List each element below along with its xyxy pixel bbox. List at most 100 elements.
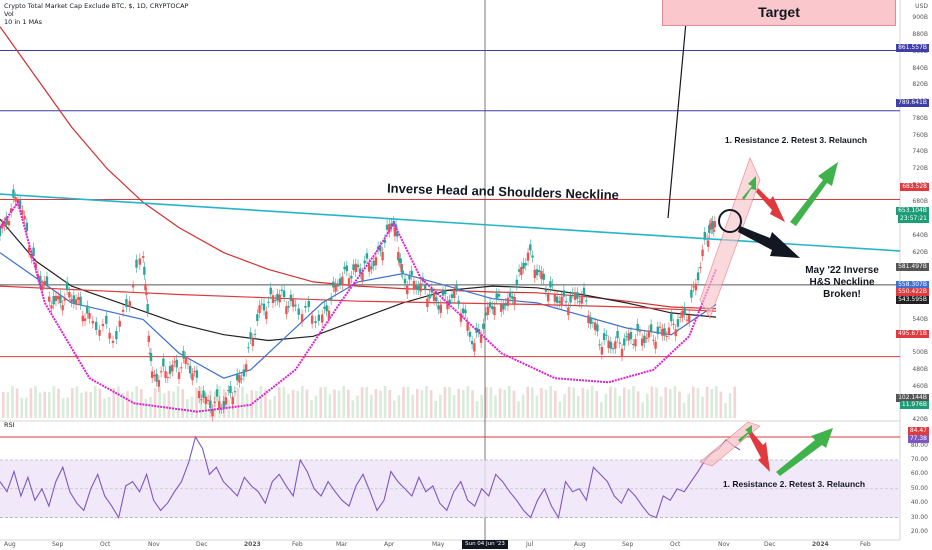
candle-body (233, 391, 237, 393)
volume-bar (719, 391, 723, 418)
candle-body (77, 297, 80, 300)
volume-bar (567, 386, 571, 418)
candle-body (623, 338, 626, 346)
candle-body (520, 266, 523, 276)
candle-body (256, 314, 259, 322)
candle-body (448, 299, 451, 305)
target-connector (667, 21, 687, 219)
volume-bar (664, 387, 667, 418)
candle-body (150, 371, 154, 378)
candle-body (175, 359, 178, 368)
price-axis-tick: 900B (912, 14, 928, 22)
volume-bar (595, 391, 598, 418)
candle-body (423, 285, 427, 290)
candle-body (258, 305, 261, 313)
candle-body (713, 221, 717, 228)
candle-body (68, 292, 71, 298)
resistance-label-rsi: 1. Resistance 2. Retest 3. Relaunch (722, 479, 866, 489)
volume-bar (393, 400, 396, 418)
candle-body (143, 266, 146, 275)
time-axis-tick: May (432, 541, 445, 548)
candle-body (347, 278, 351, 287)
volume-bar (692, 386, 695, 418)
candle-body (414, 285, 418, 290)
candle-body (620, 348, 624, 357)
candle-body (32, 247, 35, 256)
candle-body (513, 296, 516, 306)
candle-body (667, 327, 671, 335)
candle-body (168, 366, 172, 374)
candle-body (636, 323, 639, 332)
candle-body (506, 297, 510, 306)
candle-body (215, 389, 219, 397)
candle-body (461, 308, 465, 314)
candle-body (222, 401, 225, 409)
volume-bar (733, 386, 736, 418)
candle-body (600, 346, 604, 355)
time-axis-tick: Mar (336, 541, 348, 548)
candle-body (522, 262, 525, 269)
candle-body (712, 229, 715, 232)
price-tag: 495.671B (896, 330, 929, 338)
rsi-axis-tick: 70.00 (910, 456, 928, 463)
candle-body (417, 285, 420, 291)
candle-body (224, 397, 228, 405)
rsi-tag: 84.47 (907, 427, 929, 435)
candle-body (587, 315, 590, 323)
candle-body (291, 298, 295, 307)
volume-bar (420, 390, 424, 418)
volume-bar (278, 387, 281, 418)
candle-body (144, 284, 147, 291)
candle-body (343, 266, 346, 270)
candle-body (383, 239, 387, 243)
candle-body (30, 254, 33, 259)
volume-bar (416, 388, 419, 418)
candle-body (329, 297, 333, 301)
time-axis-tick: 2023 (244, 541, 261, 548)
candle-body (453, 289, 456, 298)
candle-body (195, 370, 199, 378)
breakout-circle (718, 209, 742, 233)
volume-bar (540, 388, 543, 418)
candle-body (235, 373, 239, 381)
volume-bar (144, 398, 148, 418)
candle-body (381, 251, 384, 261)
price-axis-tick: 840B (912, 64, 928, 72)
volume-bar (724, 402, 727, 418)
candle-body (153, 374, 156, 377)
candle-body (649, 324, 653, 332)
volume-bar (641, 402, 644, 418)
candle-body (131, 285, 135, 288)
volume-bar (549, 386, 552, 418)
volume-bar (503, 389, 506, 418)
rsi-axis-tick: 30.00 (910, 513, 928, 521)
volume-bar (462, 390, 465, 418)
candle-body (260, 303, 263, 305)
candle-body (578, 301, 581, 303)
arrow-black-broken (738, 226, 800, 258)
candle-body (14, 197, 17, 202)
volume-bar (305, 389, 309, 418)
volume-bar (11, 386, 14, 418)
volume-bar (291, 389, 295, 418)
volume-bar (351, 400, 355, 418)
time-axis-tick: Dec (764, 541, 776, 548)
candle-body (229, 386, 232, 394)
price-axis-tick: 880B (912, 31, 928, 39)
volume-bar (443, 387, 447, 418)
candle-body (661, 328, 664, 336)
candle-body (323, 306, 326, 309)
candle-body (251, 338, 255, 347)
volume-bar (627, 389, 631, 418)
candle-body (614, 341, 617, 349)
candle-body (177, 372, 181, 380)
candle-body (426, 298, 429, 307)
candle-body (692, 286, 695, 288)
candle-body (441, 291, 445, 296)
candle-body (188, 365, 192, 374)
candle-body (694, 283, 698, 291)
volume-bar (186, 399, 189, 418)
volume-bar (448, 387, 451, 418)
volume-bar (623, 387, 626, 418)
